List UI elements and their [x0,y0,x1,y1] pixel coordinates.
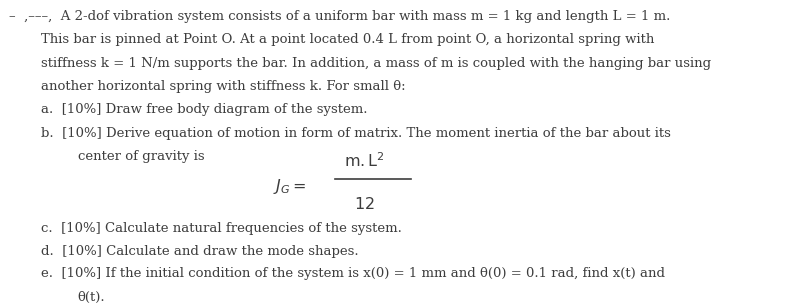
Text: c.  [10%] Calculate natural frequencies of the system.: c. [10%] Calculate natural frequencies o… [41,222,402,235]
Text: –  ,–––,  A 2-dof vibration system consists of a uniform bar with mass m = 1 kg : – ,–––, A 2-dof vibration system consist… [9,10,670,23]
Text: θ(t).: θ(t). [77,291,105,303]
Text: d.  [10%] Calculate and draw the mode shapes.: d. [10%] Calculate and draw the mode sha… [41,245,359,258]
Text: $12$: $12$ [353,196,374,213]
Text: a.  [10%] Draw free body diagram of the system.: a. [10%] Draw free body diagram of the s… [41,103,368,116]
Text: b.  [10%] Derive equation of motion in form of matrix. The moment inertia of the: b. [10%] Derive equation of motion in fo… [41,127,671,140]
Text: $J_G =$: $J_G =$ [273,177,306,195]
Text: stiffness k = 1 N/m supports the bar. In addition, a mass of m is coupled with t: stiffness k = 1 N/m supports the bar. In… [41,56,712,69]
Text: e.  [10%] If the initial condition of the system is x(0) = 1 mm and θ(0) = 0.1 r: e. [10%] If the initial condition of the… [41,267,665,280]
Text: $\mathrm{m.L}^2$: $\mathrm{m.L}^2$ [344,152,384,171]
Text: This bar is pinned at Point O. At a point located 0.4 L from point O, a horizont: This bar is pinned at Point O. At a poin… [41,33,654,46]
Text: center of gravity is: center of gravity is [77,150,204,163]
Text: another horizontal spring with stiffness k. For small θ:: another horizontal spring with stiffness… [41,80,406,93]
